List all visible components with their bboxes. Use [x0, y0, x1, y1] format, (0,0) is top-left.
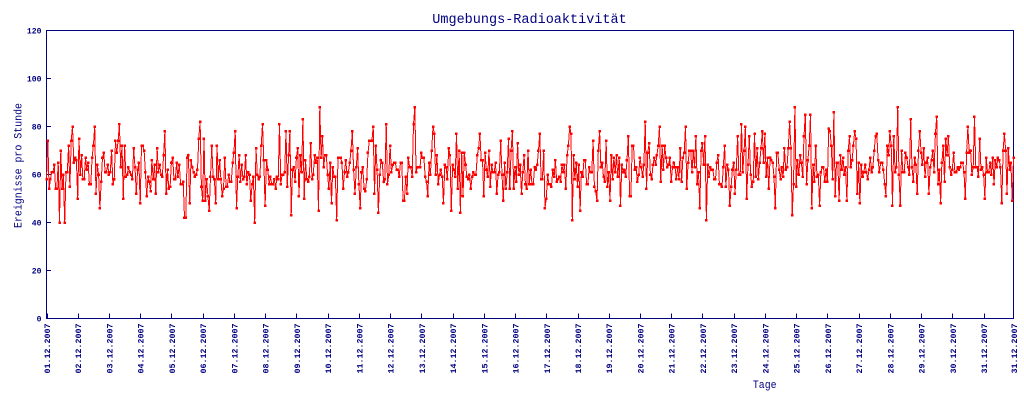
svg-text:120: 120 [27, 27, 42, 36]
svg-text:18.12.2007: 18.12.2007 [575, 323, 584, 373]
svg-text:19.12.2007: 19.12.2007 [606, 323, 615, 373]
svg-text:23.12.2007: 23.12.2007 [731, 323, 740, 373]
svg-text:06.12.2007: 06.12.2007 [200, 323, 209, 373]
svg-text:Ereignisse pro Stunde: Ereignisse pro Stunde [14, 103, 26, 228]
svg-text:12.12.2007: 12.12.2007 [388, 323, 397, 373]
svg-text:15.12.2007: 15.12.2007 [481, 323, 490, 373]
svg-text:40: 40 [32, 219, 42, 228]
svg-text:13.12.2007: 13.12.2007 [419, 323, 428, 373]
svg-text:Umgebungs-Radioaktivität: Umgebungs-Radioaktivität [432, 13, 626, 28]
svg-text:60: 60 [32, 171, 42, 180]
svg-text:07.12.2007: 07.12.2007 [231, 323, 240, 373]
svg-text:30.12.2007: 30.12.2007 [950, 323, 959, 373]
svg-text:22.12.2007: 22.12.2007 [700, 323, 709, 373]
svg-text:24.12.2007: 24.12.2007 [762, 323, 771, 373]
svg-text:20.12.2007: 20.12.2007 [637, 323, 646, 373]
svg-text:80: 80 [32, 123, 42, 132]
svg-text:Tage: Tage [753, 380, 777, 392]
svg-text:28.12.2007: 28.12.2007 [887, 323, 896, 373]
svg-text:31.12.2007: 31.12.2007 [981, 323, 990, 373]
svg-text:27.12.2007: 27.12.2007 [856, 323, 865, 373]
svg-text:03.12.2007: 03.12.2007 [106, 323, 115, 373]
svg-text:100: 100 [27, 75, 42, 84]
svg-text:01.12.2007: 01.12.2007 [44, 323, 53, 373]
svg-text:05.12.2007: 05.12.2007 [169, 323, 178, 373]
svg-text:26.12.2007: 26.12.2007 [825, 323, 834, 373]
svg-text:16.12.2007: 16.12.2007 [513, 323, 522, 373]
svg-text:25.12.2007: 25.12.2007 [794, 323, 803, 373]
svg-text:04.12.2007: 04.12.2007 [138, 323, 147, 373]
svg-text:02.12.2007: 02.12.2007 [75, 323, 84, 373]
svg-text:10.12.2007: 10.12.2007 [325, 323, 334, 373]
svg-text:20: 20 [32, 267, 42, 276]
svg-text:17.12.2007: 17.12.2007 [544, 323, 553, 373]
svg-text:29.12.2007: 29.12.2007 [919, 323, 928, 373]
svg-text:09.12.2007: 09.12.2007 [294, 323, 303, 373]
svg-text:14.12.2007: 14.12.2007 [450, 323, 459, 373]
svg-text:11.12.2007: 11.12.2007 [356, 323, 365, 373]
svg-text:08.12.2007: 08.12.2007 [263, 323, 272, 373]
svg-text:31.12.2007: 31.12.2007 [1011, 323, 1020, 373]
svg-text:0: 0 [37, 315, 42, 324]
svg-text:21.12.2007: 21.12.2007 [669, 323, 678, 373]
